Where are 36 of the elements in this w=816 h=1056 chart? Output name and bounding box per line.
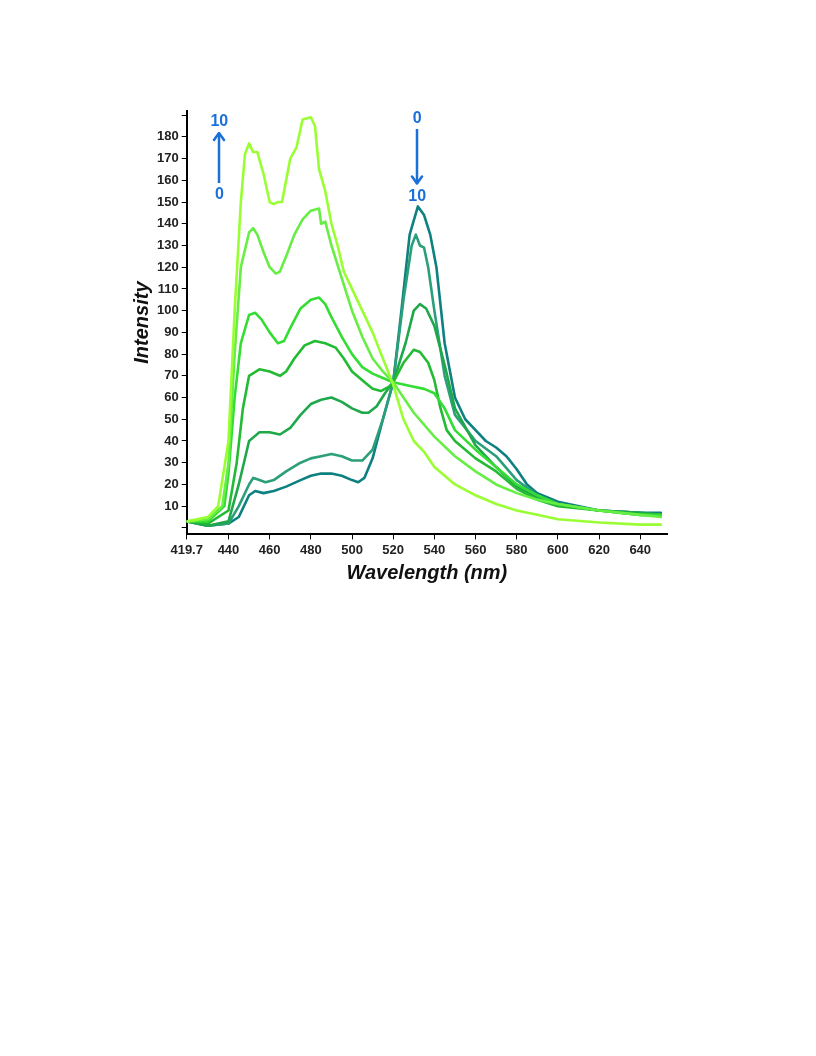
annotation: 0 (412, 109, 422, 127)
x-tick-label: 620 (588, 541, 610, 557)
y-tick-label: 50 (164, 410, 179, 426)
y-tick-label: 60 (164, 389, 179, 405)
x-tick-label: 560 (464, 541, 487, 557)
annotation: 10 (408, 186, 427, 205)
y-tick-label: 70 (164, 367, 179, 383)
annotation: 0 (214, 185, 224, 204)
y-tick-label: 150 (156, 193, 179, 209)
x-axis-title: Wavelength (nm) (346, 560, 508, 583)
y-tick-label: 130 (156, 237, 179, 253)
x-tick-label: 480 (299, 541, 322, 557)
y-axis-title: Intensity (129, 280, 152, 364)
x-tick-label: 520 (382, 541, 405, 557)
y-tick-label: 120 (156, 258, 179, 274)
x-tick-label: 640 (629, 541, 652, 557)
x-tick-label: 500 (341, 541, 363, 557)
x-tick-label: 440 (217, 541, 240, 557)
y-tick-label: 80 (164, 345, 179, 361)
x-tick-label: 419.7 (170, 541, 203, 557)
y-tick-label: 180 (156, 128, 179, 144)
y-tick-label: 20 (164, 476, 179, 492)
y-tick-label: 90 (164, 323, 179, 339)
y-tick-label: 160 (156, 171, 179, 187)
y-tick-label: 140 (156, 215, 179, 231)
x-tick-label: 580 (505, 541, 528, 557)
annotation: 10 (210, 111, 229, 130)
x-tick-label: 460 (258, 541, 281, 557)
y-tick-label: 10 (164, 497, 179, 513)
y-tick-label: 40 (164, 432, 179, 448)
x-tick-label: 600 (547, 541, 569, 557)
y-tick-label: 170 (156, 150, 179, 166)
y-tick-label: 110 (157, 280, 179, 296)
y-tick-label: 30 (164, 454, 179, 470)
y-tick-label: 100 (156, 302, 179, 318)
x-tick-label: 540 (423, 541, 446, 557)
